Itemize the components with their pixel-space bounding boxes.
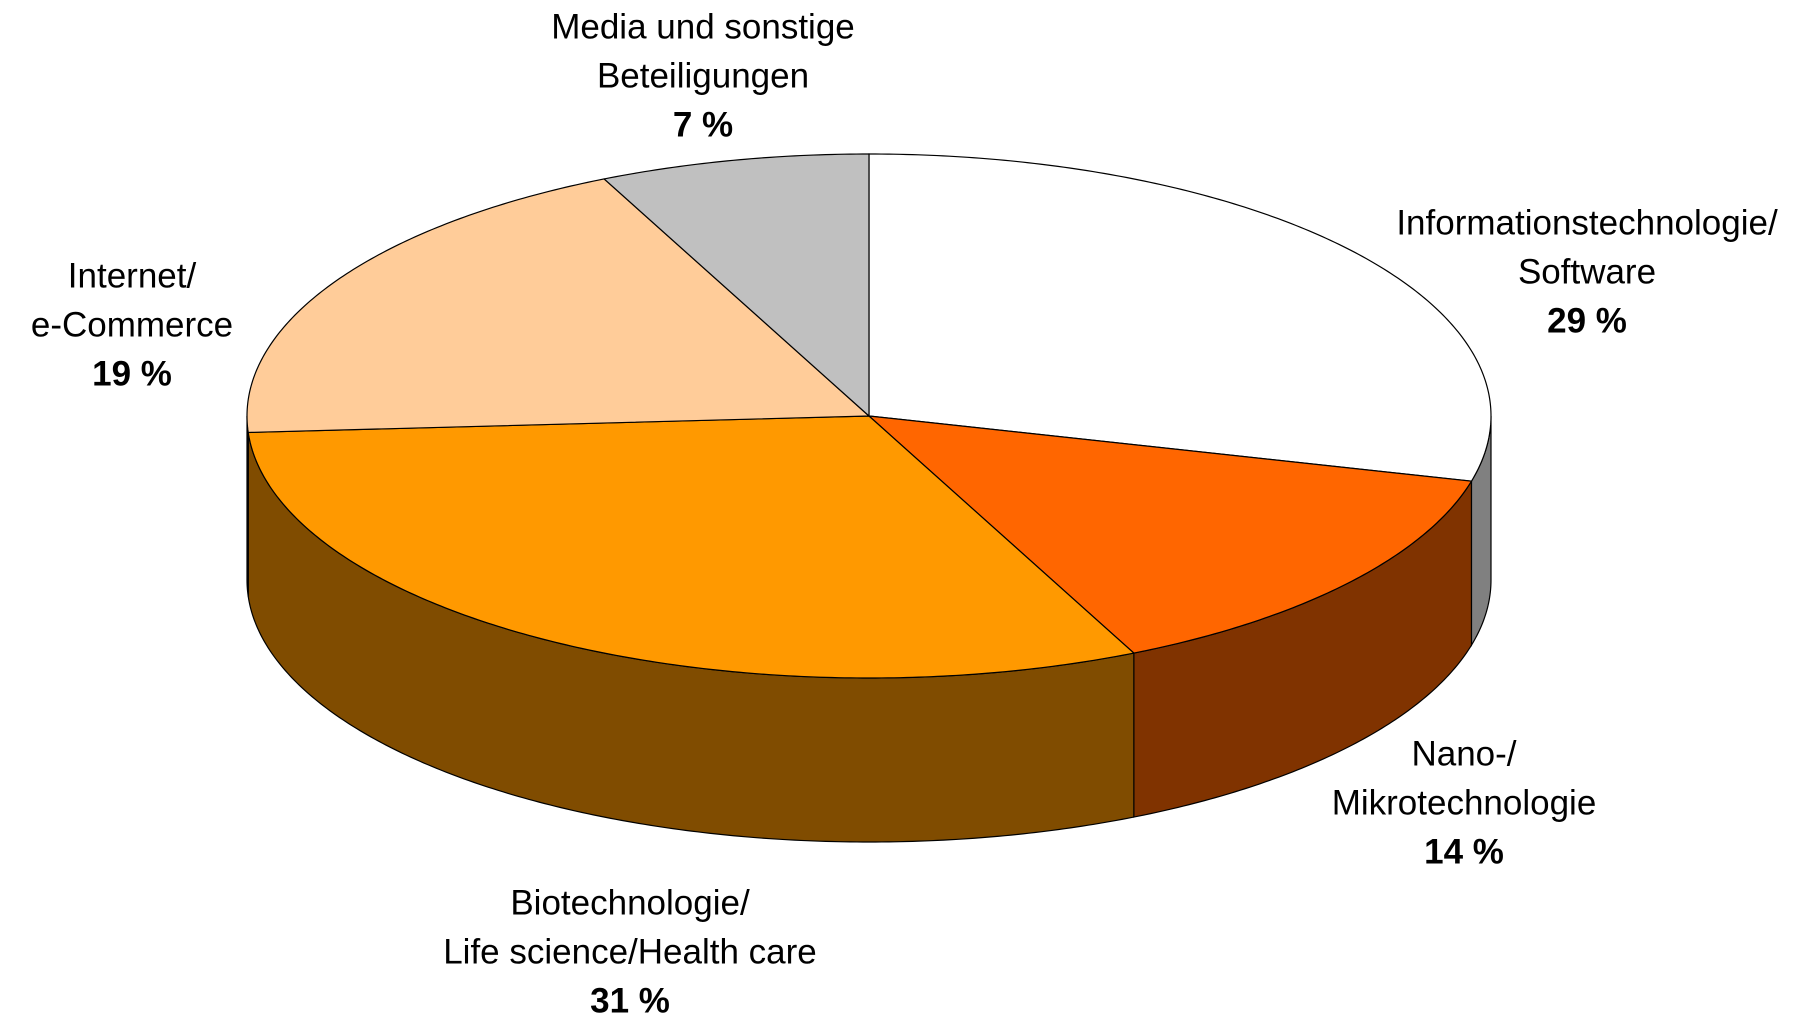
- slice-label: Nano-/: [1411, 734, 1516, 773]
- pie-slice: [868, 153, 1492, 482]
- pie-slice: [247, 415, 1136, 679]
- slice-label: Biotechnologie/: [510, 883, 750, 922]
- slice-label: Informationstechnologie/: [1396, 203, 1778, 242]
- pie-slice: [867, 415, 1473, 654]
- value-label: 29 %: [1547, 301, 1627, 340]
- pie-slice: [602, 153, 870, 418]
- slice-label: e-Commerce: [31, 305, 233, 344]
- slice-label: Internet/: [68, 256, 197, 295]
- slice-label: Life science/Health care: [443, 932, 817, 971]
- slice-label: Media und sonstige: [551, 7, 855, 46]
- pie-side: [246, 415, 249, 597]
- value-label: 14 %: [1424, 832, 1504, 871]
- value-label: 31 %: [590, 981, 670, 1013]
- pie-slice: [246, 178, 871, 434]
- value-label: 7 %: [673, 105, 733, 144]
- slice-label: Mikrotechnologie: [1332, 783, 1597, 822]
- slice-label: Beteiligungen: [597, 56, 809, 95]
- slice-label: Software: [1518, 252, 1656, 291]
- value-label: 19 %: [92, 354, 172, 393]
